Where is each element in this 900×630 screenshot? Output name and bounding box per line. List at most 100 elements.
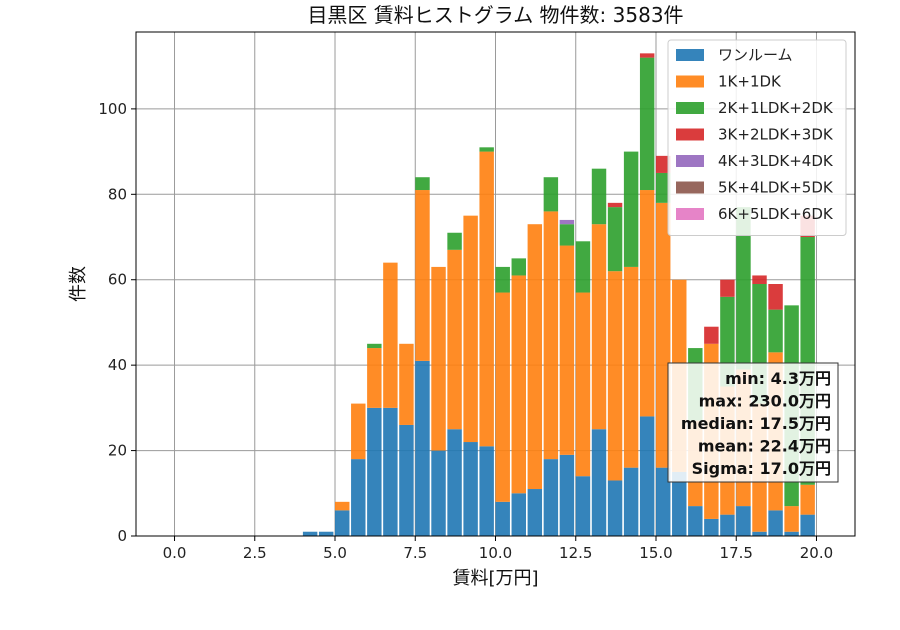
bar-segment [559,219,575,225]
legend-label: 1K+1DK [718,73,782,91]
x-tick-label: 20.0 [800,544,833,562]
bar-segment [688,506,703,536]
bar-segment [415,360,430,536]
y-tick-label: 20 [108,442,127,460]
y-tick-label: 80 [108,185,127,203]
bar-segment [335,501,350,511]
bar-segment [431,266,446,451]
y-tick-label: 100 [98,100,127,118]
legend-label: 5K+4LDK+5DK [718,179,834,197]
x-tick-label: 15.0 [639,544,672,562]
bar-segment [415,190,430,361]
x-tick-label: 2.5 [243,544,267,562]
bar-segment [607,480,623,536]
bar-segment [367,407,382,536]
legend-swatch [676,128,704,141]
bar-segment [591,224,607,430]
y-axis-label: 件数 [68,266,89,302]
bar-segment [479,446,494,536]
bar-segment [399,343,414,425]
bar-segment [655,467,671,536]
bar-segment [383,407,398,536]
bar-segment [463,215,478,443]
legend-box [667,39,847,236]
bar-segment [607,271,623,481]
bar-segment [559,245,575,455]
bar-segment [736,207,751,370]
legend-swatch [676,75,704,88]
bar-segment [607,207,623,272]
y-tick-label: 40 [108,356,127,374]
bar-segment [639,57,655,191]
bar-segment [591,429,607,536]
bar-segment [575,292,591,477]
bar-segment [639,416,655,536]
bar-segment [591,168,607,225]
stats-line: Sigma: 17.0万円 [692,459,831,478]
legend-swatch [676,49,704,61]
bar-segment [335,510,350,536]
bar-segment [607,202,623,208]
bar-segment [704,518,719,536]
bar-segment [559,224,575,246]
x-axis-label: 賃料[万円] [452,568,538,589]
bar-segment [639,190,655,417]
bar-segment [639,53,655,58]
bar-segment [527,489,543,536]
stats-line: max: 230.0万円 [699,392,831,411]
bar-segment [511,258,526,276]
y-tick-label: 60 [108,271,127,289]
bar-segment [447,232,462,250]
bar-segment [623,151,639,267]
bar-segment [768,284,783,310]
legend-label: 4K+3LDK+4DK [718,152,834,170]
bar-segment [351,403,366,460]
bar-segment [383,262,398,408]
bar-segment [575,241,591,293]
bar-segment [351,459,366,536]
bar-segment [495,292,510,502]
stats-line: median: 17.5万円 [681,414,831,433]
bar-segment [623,467,639,536]
bar-segment [720,279,735,297]
stats-box-frame [667,362,839,483]
bar-segment [431,450,446,536]
bar-segment [479,151,494,447]
bar-segment [784,506,799,532]
bar-segment [672,471,687,536]
stats-box: min: 4.3万円 max: 230.0万円 median: 17.5万円 mean… [667,362,839,483]
legend-swatch [676,181,704,194]
bar-segment [752,275,767,284]
bar-segment [655,155,671,173]
bar-segment [575,476,591,536]
bar-segment [367,343,382,349]
bar-segment [543,459,559,536]
bar-segment [720,514,735,536]
legend-label: 6K+5LDK+6DK [718,205,834,223]
bar-segment [447,249,462,430]
legend-swatch [676,155,704,167]
bar-segment [704,326,719,344]
stats-line: min: 4.3万円 [725,369,831,388]
x-tick-label: 5.0 [323,544,347,562]
bar-segment [479,147,494,152]
bar-segment [318,531,334,536]
legend-label: ワンルーム [718,46,793,64]
bar-segment [495,266,510,293]
bar-segment [768,309,783,353]
legend-swatch [676,208,704,220]
legend-label: 3K+2LDK+3DK [718,126,834,144]
bar-segment [511,275,526,494]
x-tick-label: 17.5 [720,544,753,562]
bar-segment [447,429,462,536]
axis-ticks: 0.0 2.5 5.0 7.5 10.0 12.5 15.0 17.5 20.0 0 20 40 60 8… [98,100,833,562]
bar-segment [623,266,639,468]
bar-segment [543,177,559,212]
bar-segment [655,172,671,203]
bar-segment [527,224,543,490]
legend: ワンルーム 1K+1DK 2K+1LDK+2DK 3K+2LDK+3DK 4K+3LDK… [667,39,847,236]
bar-segment [463,442,478,536]
legend-swatch [676,102,704,114]
stats-line: mean: 22.4万円 [698,437,831,456]
